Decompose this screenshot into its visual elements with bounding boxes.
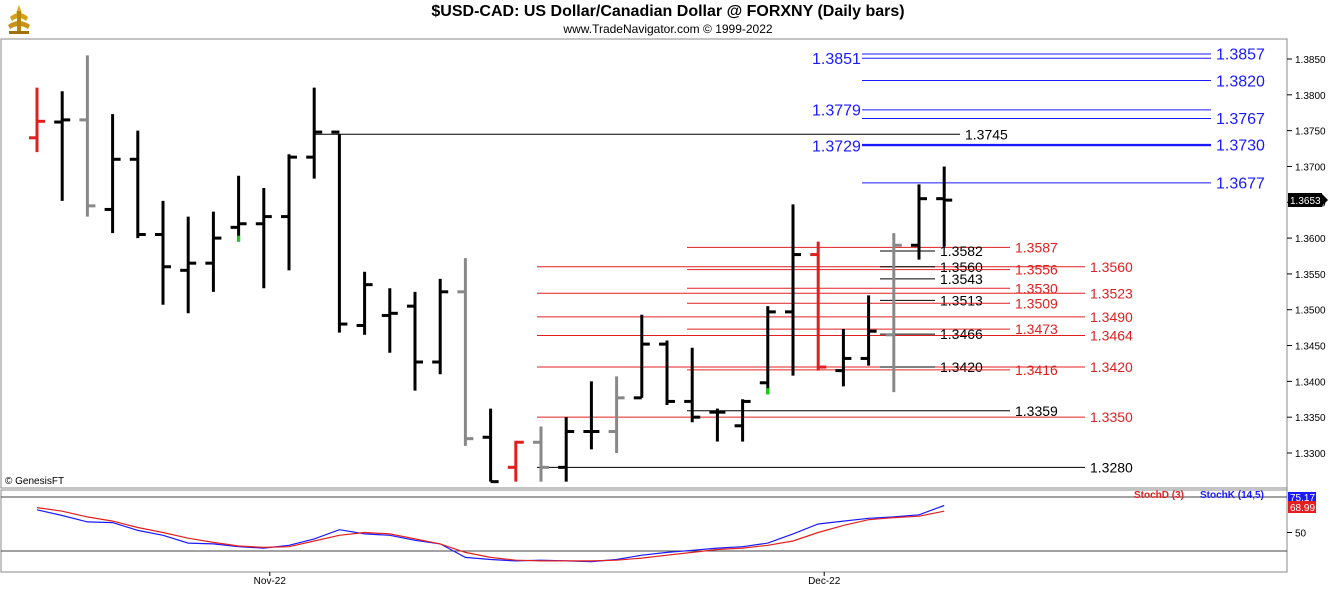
price-level-lines: 1.3857 1.3851 1.3820 1.3779 1.3767 1.3745 1.37… xyxy=(315,47,1265,475)
level-label: 1.3560 xyxy=(1090,259,1133,275)
legend-stoch-k: StochK (14,5) xyxy=(1200,490,1264,501)
level-label: 1.3473 xyxy=(1015,321,1058,337)
price-axis-label: 1.3400 xyxy=(1295,377,1326,388)
chart-title: $USD-CAD: US Dollar/Canadian Dollar @ FO… xyxy=(431,3,905,20)
level-label: 1.3359 xyxy=(1015,403,1058,419)
price-axis-label: 1.3450 xyxy=(1295,342,1326,353)
level-label: 1.3513 xyxy=(940,292,983,308)
last-price-marker: 1.3653 xyxy=(1288,193,1328,207)
stoch-k-readout: 75.17 xyxy=(1290,493,1315,504)
level-label: 1.3730 xyxy=(1216,138,1265,155)
level-label: 1.3779 xyxy=(812,103,861,120)
level-label: 1.3420 xyxy=(1090,359,1133,375)
price-axis-label: 1.3750 xyxy=(1295,127,1326,138)
level-label: 1.3857 xyxy=(1216,47,1265,64)
ohlc-bars xyxy=(29,55,953,484)
last-price-label: 1.3653 xyxy=(1290,196,1321,207)
level-label: 1.3530 xyxy=(1015,280,1058,296)
level-label: 1.3729 xyxy=(812,138,861,155)
level-label: 1.3350 xyxy=(1090,409,1133,425)
level-label: 1.3745 xyxy=(965,126,1008,142)
level-label: 1.3560 xyxy=(940,259,983,275)
date-axis-label: Dec-22 xyxy=(808,576,841,587)
level-label: 1.3416 xyxy=(1015,362,1058,378)
level-label: 1.3851 xyxy=(812,51,861,68)
level-label: 1.3582 xyxy=(940,243,983,259)
date-axis-label: Nov-22 xyxy=(254,576,287,587)
price-axis-label: 1.3300 xyxy=(1295,449,1326,460)
price-axis-label: 1.3500 xyxy=(1295,306,1326,317)
chart-subtitle: www.TradeNavigator.com © 1999-2022 xyxy=(563,22,773,36)
level-label: 1.3509 xyxy=(1015,295,1058,311)
data-provider-copyright: © GenesisFT xyxy=(5,476,64,487)
level-label: 1.3767 xyxy=(1216,111,1265,128)
price-axis-label: 1.3800 xyxy=(1295,91,1326,102)
price-axis-label: 1.3600 xyxy=(1295,234,1326,245)
level-label: 1.3466 xyxy=(940,326,983,342)
level-label: 1.3490 xyxy=(1090,309,1133,325)
price-axis-label: 1.3700 xyxy=(1295,162,1326,173)
price-axis: 1.38501.38001.37501.37001.36501.36001.35… xyxy=(1287,55,1326,460)
stoch-k-readout-box xyxy=(1288,492,1316,503)
date-axis: Nov-22 Dec-22 xyxy=(254,572,841,587)
price-axis-label: 1.3850 xyxy=(1295,55,1326,66)
level-label: 1.3556 xyxy=(1015,262,1058,278)
level-label: 1.3464 xyxy=(1090,328,1133,344)
price-axis-label: 1.3550 xyxy=(1295,270,1326,281)
legend-stoch-d: StochD (3) xyxy=(1134,490,1184,501)
stoch-series-line xyxy=(36,504,945,563)
level-label: 1.3280 xyxy=(1090,459,1133,475)
level-label: 1.3820 xyxy=(1216,73,1265,90)
trade-navigator-logo-icon xyxy=(4,3,34,35)
level-label: 1.3587 xyxy=(1015,239,1058,255)
level-label: 1.3543 xyxy=(940,271,983,287)
level-label: 1.3677 xyxy=(1216,176,1265,193)
stoch-axis-label: 50 xyxy=(1295,529,1307,540)
level-label: 1.3420 xyxy=(940,359,983,375)
stoch-d-readout-box xyxy=(1288,501,1316,513)
price-axis-label: 1.3350 xyxy=(1295,413,1326,424)
stoch-series-line xyxy=(36,507,945,562)
level-label: 1.3523 xyxy=(1090,285,1133,301)
chart-frames xyxy=(0,38,1288,573)
stoch-d-readout: 68.99 xyxy=(1290,503,1315,514)
chart-header xyxy=(0,0,1336,38)
